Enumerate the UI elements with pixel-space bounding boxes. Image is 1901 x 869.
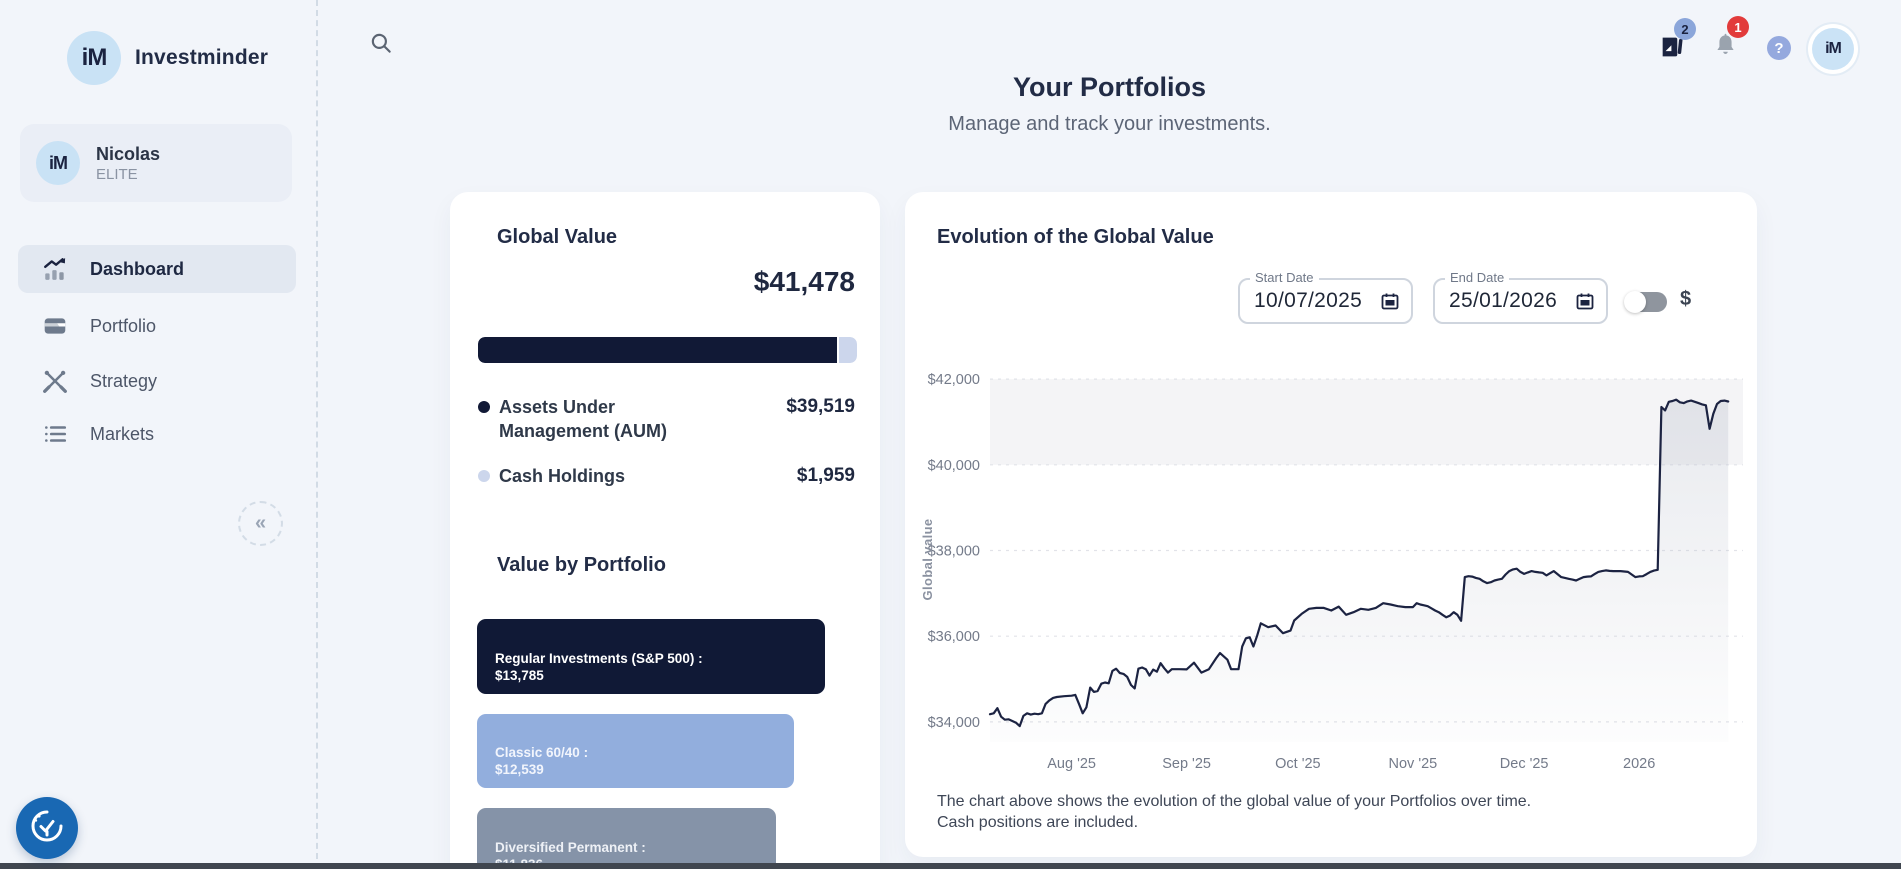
avatar-monogram: iM xyxy=(1825,40,1842,57)
list-icon xyxy=(42,421,68,447)
global-value-title: Global Value xyxy=(497,226,618,248)
aum-label: Assets Under Management (AUM) xyxy=(499,397,668,441)
sidebar-item-label: Dashboard xyxy=(90,258,185,279)
chevron-double-left-icon: « xyxy=(254,512,267,534)
sidebar: iM Investminder iM Nicolas ELITE Dashboa… xyxy=(0,0,318,869)
x-tick-label: Aug '25 xyxy=(1047,756,1096,772)
portfolio-bar[interactable]: Diversified Permanent : $11,836 xyxy=(477,808,776,869)
start-date-input[interactable]: Start Date 10/07/2025 xyxy=(1238,271,1413,324)
progress-segment xyxy=(839,337,857,363)
brand-name: Investminder xyxy=(135,46,269,69)
sidebar-item-markets[interactable]: Markets xyxy=(18,410,296,458)
notifications-button[interactable] xyxy=(1712,32,1740,60)
global-value-line xyxy=(988,398,1730,728)
progress-segment xyxy=(478,337,838,363)
question-mark-icon: ? xyxy=(1774,39,1784,57)
x-tick-label: Nov '25 xyxy=(1389,756,1438,772)
calendar-icon[interactable] xyxy=(1576,292,1594,315)
global-value-total: $41,478 xyxy=(753,266,855,297)
end-date-input[interactable]: End Date 25/01/2026 xyxy=(1433,271,1608,324)
journal-pen-icon xyxy=(1658,37,1686,65)
chart-trend-icon xyxy=(42,256,68,282)
chart-footnote-line2: Cash positions are included. xyxy=(937,814,1139,831)
start-date-value: 10/07/2025 xyxy=(1254,289,1363,312)
search-icon xyxy=(368,30,394,61)
portfolio-bar-label: Diversified Permanent : xyxy=(495,840,646,855)
page-subtitle: Manage and track your investments. xyxy=(948,113,1271,135)
user-name: Nicolas xyxy=(96,143,161,164)
currency-symbol-label: $ xyxy=(1680,288,1692,310)
notes-badge: 2 xyxy=(1674,18,1696,40)
y-tick-label: $38,000 xyxy=(928,544,980,560)
user-tier-badge: ELITE xyxy=(96,165,138,183)
page-header: Your Portfolios Manage and track your in… xyxy=(318,70,1901,138)
notifications-badge: 1 xyxy=(1727,16,1749,38)
wallet-icon xyxy=(42,313,68,339)
sidebar-item-portfolio[interactable]: Portfolio xyxy=(18,302,296,350)
cash-dot-icon xyxy=(478,470,490,482)
user-card[interactable]: iM Nicolas ELITE xyxy=(20,124,292,202)
portfolio-bar-value: $12,539 xyxy=(495,762,544,777)
brand: iM Investminder xyxy=(67,31,268,85)
x-tick-label: Dec '25 xyxy=(1500,756,1549,772)
y-tick-label: $40,000 xyxy=(928,458,980,474)
sidebar-item-label: Portfolio xyxy=(90,315,157,336)
aum-dot-icon xyxy=(478,401,490,413)
end-date-label: End Date xyxy=(1445,271,1510,285)
chart-area-fill xyxy=(990,399,1729,742)
cash-label: Cash Holdings xyxy=(499,466,626,486)
user-info: Nicolas ELITE xyxy=(96,143,160,184)
y-axis-title: Global value xyxy=(920,518,935,600)
currency-toggle[interactable] xyxy=(1624,291,1667,313)
cash-value: $1,959 xyxy=(796,465,855,486)
profile-avatar[interactable]: iM xyxy=(1812,28,1854,70)
sidebar-collapse-button[interactable]: « xyxy=(238,501,283,546)
evolution-card: Evolution of the Global Value Start Date… xyxy=(905,192,1757,857)
search-button[interactable] xyxy=(366,30,396,60)
chart-band xyxy=(990,379,1743,465)
bottom-divider-strip xyxy=(0,863,1901,869)
crossed-tools-icon xyxy=(42,368,68,394)
x-tick-label: 2026 xyxy=(1623,756,1655,772)
page-title: Your Portfolios xyxy=(1013,72,1206,102)
user-avatar: iM xyxy=(36,141,80,185)
portfolio-bar[interactable]: Classic 60/40 : $12,539 xyxy=(477,714,794,788)
calendar-icon[interactable] xyxy=(1381,292,1399,315)
portfolio-bar-label: Classic 60/40 : xyxy=(495,745,589,760)
global-value-card: Global Value $41,478 Assets Under Manage… xyxy=(450,192,880,869)
sidebar-item-label: Markets xyxy=(90,423,155,444)
help-button[interactable]: ? xyxy=(1767,36,1791,60)
start-date-label: Start Date xyxy=(1250,271,1319,285)
x-tick-label: Oct '25 xyxy=(1275,756,1320,772)
cookie-consent-button[interactable] xyxy=(16,797,78,859)
notes-button[interactable] xyxy=(1658,33,1688,61)
global-value-line-chart[interactable]: $34,000 $36,000 $38,000 $40,000 $42,000 Aug '… xyxy=(920,360,1765,772)
sidebar-item-dashboard[interactable]: Dashboard xyxy=(18,245,296,293)
legend-row-cash: Cash Holdings $1,959 xyxy=(478,464,855,488)
chart-footnote-line1: The chart above shows the evolution of t… xyxy=(937,793,1532,810)
value-by-portfolio-title: Value by Portfolio xyxy=(497,554,666,576)
evolution-title: Evolution of the Global Value xyxy=(937,226,1214,248)
y-tick-label: $34,000 xyxy=(928,715,980,731)
x-tick-label: Sep '25 xyxy=(1162,756,1211,772)
y-tick-label: $36,000 xyxy=(928,629,980,645)
y-tick-label: $42,000 xyxy=(928,372,980,388)
portfolio-bar[interactable]: Regular Investments (S&P 500) : $13,785 xyxy=(477,619,825,694)
toggle-knob xyxy=(1624,291,1646,313)
legend-row-aum: Assets Under Management (AUM) $39,519 xyxy=(478,395,855,443)
end-date-value: 25/01/2026 xyxy=(1449,289,1558,312)
cookie-check-icon xyxy=(28,807,66,850)
brand-logo-icon: iM xyxy=(67,31,121,85)
sidebar-item-strategy[interactable]: Strategy xyxy=(18,357,296,405)
portfolio-bar-label: Regular Investments (S&P 500) : xyxy=(495,651,703,666)
bell-icon xyxy=(1712,33,1739,63)
sidebar-item-label: Strategy xyxy=(90,370,158,391)
allocation-progress-bar xyxy=(478,337,857,363)
aum-value: $39,519 xyxy=(786,396,855,417)
portfolio-bar-value: $13,785 xyxy=(495,668,544,683)
